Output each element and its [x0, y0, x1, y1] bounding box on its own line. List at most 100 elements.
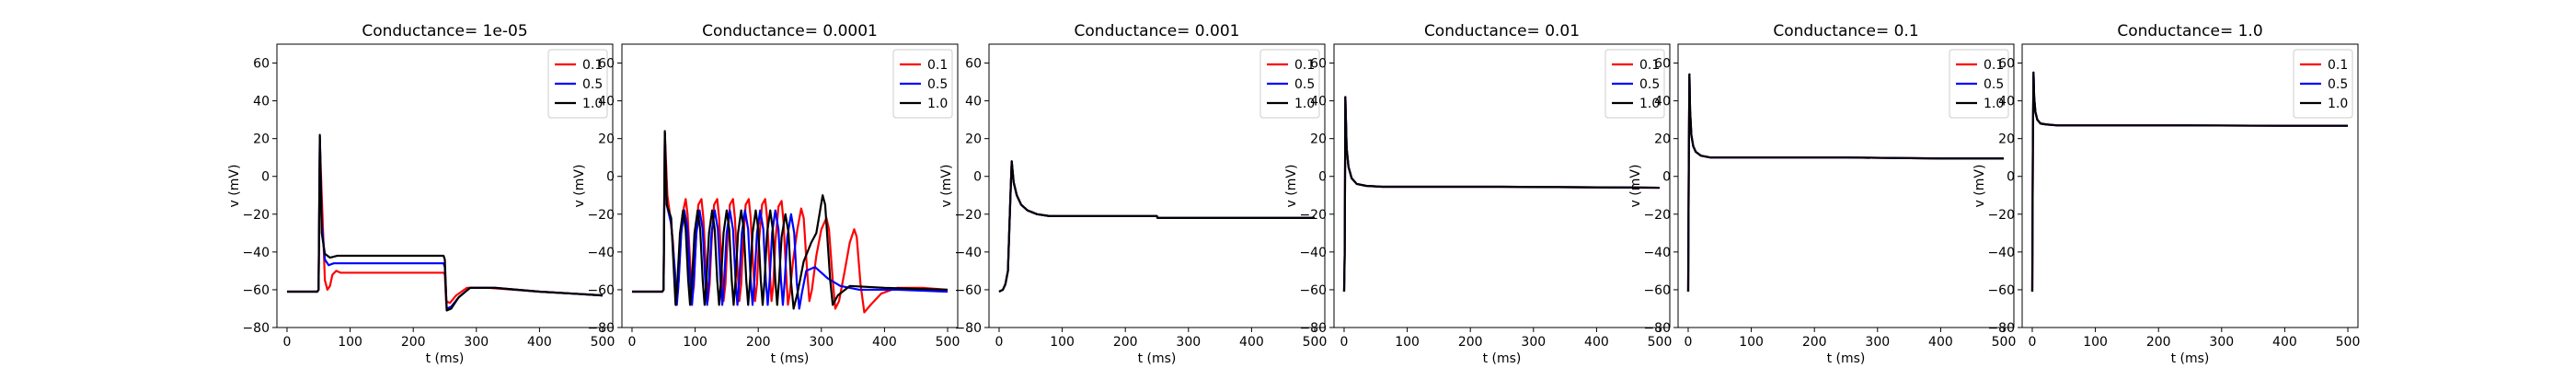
chart-title: Conductance= 0.0001 — [702, 22, 878, 40]
y-tick-label: −40 — [954, 246, 982, 260]
chart-title: Conductance= 1e-05 — [362, 22, 527, 40]
y-tick-label: −40 — [1299, 246, 1327, 260]
legend-entry: 0.5 — [1984, 77, 2004, 92]
legend: 0.1 0.5 1.0 — [1604, 49, 1665, 119]
y-axis-label: v (mV) — [939, 165, 954, 208]
y-axis-label: v (mV) — [227, 165, 242, 208]
y-tick-label: 60 — [1998, 57, 2015, 72]
x-tick-label: 100 — [1050, 335, 1075, 350]
chart-title: Conductance= 0.1 — [1773, 22, 1918, 40]
legend-entry: 0.5 — [582, 77, 603, 92]
legend-box — [1259, 49, 1320, 119]
y-axis-label: v (mV) — [572, 165, 587, 208]
series-line-0-1 — [998, 160, 1316, 293]
y-axis-label: v (mV) — [1972, 165, 1987, 208]
y-tick-label: −60 — [1643, 283, 1671, 298]
x-tick-label: 100 — [1395, 335, 1420, 350]
x-tick-label: 0 — [995, 335, 1004, 350]
chart-3: 0 100 200 300 400 500−80−60−40−200204060Condu… — [939, 22, 1327, 366]
legend: 0.1 0.5 1.0 — [1259, 49, 1320, 119]
legend: 0.1 0.5 1.0 — [1949, 49, 2009, 119]
x-tick-label: 400 — [527, 335, 552, 350]
x-tick-label: 400 — [2272, 335, 2297, 350]
y-tick-label: −80 — [1299, 321, 1327, 336]
y-tick-label: −80 — [1987, 321, 2015, 336]
series-line-0-1 — [1342, 96, 1661, 293]
legend-entry: 1.0 — [1639, 97, 1660, 111]
y-tick-label: 40 — [253, 95, 270, 109]
x-axis-label: t (ms) — [426, 351, 465, 366]
chart-title: Conductance= 0.001 — [1075, 22, 1240, 40]
y-tick-label: −60 — [1299, 283, 1327, 298]
chart-title: Conductance= 0.01 — [1424, 22, 1580, 40]
chart-6: 0 100 200 300 400 500−80−60−40−200204060Condu… — [1972, 22, 2360, 366]
x-tick-label: 400 — [872, 335, 897, 350]
chart-5: 0 100 200 300 400 500−80−60−40−200204060Condu… — [1628, 22, 2016, 366]
y-tick-label: −20 — [954, 208, 982, 223]
x-tick-label: 400 — [1239, 335, 1264, 350]
y-tick-label: 40 — [598, 95, 615, 109]
legend-box — [2293, 49, 2353, 119]
legend-entry: 1.0 — [1294, 97, 1315, 111]
x-axis-label: t (ms) — [1827, 351, 1866, 366]
plot-frame — [621, 43, 959, 328]
plot-frame — [1677, 43, 2015, 328]
y-tick-label: −80 — [242, 321, 270, 336]
x-tick-label: 100 — [2083, 335, 2108, 350]
x-axis-label: t (ms) — [1138, 351, 1177, 366]
legend: 0.1 0.5 1.0 — [547, 49, 608, 119]
legend-entry: 0.5 — [2328, 77, 2348, 92]
x-tick-label: 500 — [591, 335, 615, 350]
legend: 0.1 0.5 1.0 — [2293, 49, 2353, 119]
y-tick-label: 0 — [973, 170, 982, 185]
x-tick-label: 500 — [1648, 335, 1673, 350]
plot-frame — [2021, 43, 2359, 328]
series-line-1-0 — [286, 133, 604, 312]
legend-entry: 0.1 — [1984, 58, 2004, 73]
y-tick-label: −20 — [1299, 208, 1327, 223]
x-tick-label: 500 — [1303, 335, 1328, 350]
legend-box — [547, 49, 608, 119]
x-axis-label: t (ms) — [2171, 351, 2210, 366]
y-tick-label: 20 — [965, 132, 982, 147]
legend-entry: 0.1 — [582, 58, 603, 73]
x-tick-label: 300 — [1176, 335, 1201, 350]
x-tick-label: 200 — [1802, 335, 1827, 350]
legend-entry: 0.1 — [2328, 58, 2348, 73]
x-axis-label: t (ms) — [1483, 351, 1522, 366]
chart-1: 0 100 200 300 400 500−80−60−40−200204060Condu… — [227, 22, 615, 366]
legend-entry: 0.1 — [1294, 58, 1315, 73]
legend-entry: 1.0 — [582, 97, 603, 111]
x-tick-label: 300 — [1521, 335, 1546, 350]
y-tick-label: −80 — [954, 321, 982, 336]
y-tick-label: −60 — [587, 283, 615, 298]
x-tick-label: 0 — [2029, 335, 2037, 350]
y-tick-label: −60 — [242, 283, 270, 298]
y-tick-label: −40 — [1643, 246, 1671, 260]
y-tick-label: 0 — [2007, 170, 2015, 185]
legend-entry: 0.1 — [1639, 58, 1660, 73]
y-tick-label: −20 — [587, 208, 615, 223]
x-tick-label: 0 — [1685, 335, 1693, 350]
x-tick-label: 200 — [746, 335, 771, 350]
y-tick-label: −40 — [1987, 246, 2015, 260]
chart-title: Conductance= 1.0 — [2117, 22, 2262, 40]
x-tick-label: 300 — [2209, 335, 2234, 350]
x-axis-label: t (ms) — [771, 351, 810, 366]
y-tick-label: 60 — [598, 57, 615, 72]
series-line-1-0 — [2030, 71, 2349, 292]
y-tick-label: 20 — [1998, 132, 2015, 147]
y-tick-label: 0 — [606, 170, 615, 185]
x-tick-label: 500 — [1992, 335, 2017, 350]
x-tick-label: 200 — [1113, 335, 1138, 350]
y-tick-label: −20 — [242, 208, 270, 223]
x-tick-label: 100 — [338, 335, 362, 350]
legend-box — [1604, 49, 1665, 119]
y-tick-label: −80 — [587, 321, 615, 336]
y-tick-label: 60 — [1654, 57, 1671, 72]
legend-entry: 1.0 — [1984, 97, 2004, 111]
legend-entry: 0.5 — [1294, 77, 1315, 92]
x-tick-label: 400 — [1928, 335, 1953, 350]
y-tick-label: −60 — [1987, 283, 2015, 298]
